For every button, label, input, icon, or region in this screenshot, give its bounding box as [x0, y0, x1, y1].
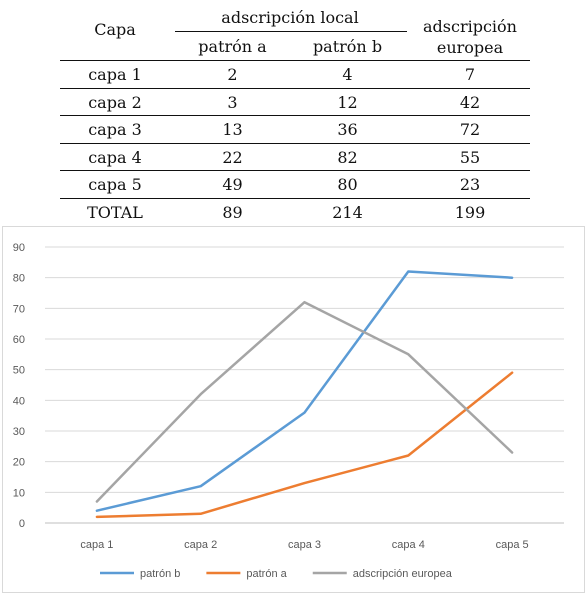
y-tick-label: 40: [13, 395, 25, 407]
series-line-patr-n-a: [95, 371, 514, 519]
cell-patron-b: 80: [337, 175, 358, 194]
cell-patron-a: 2: [227, 65, 238, 84]
header-bottom-rule: [60, 60, 530, 61]
line-chart: 0 10 20 30 40 50 60 70 80 90 capa 1 capa 2 capa 3 cap…: [2, 226, 585, 593]
series-line-patr-n-b: [95, 270, 514, 512]
row-label: capa 5: [88, 175, 142, 194]
row-rule: [60, 115, 530, 116]
row-label: capa 1: [88, 65, 142, 84]
cell-patron-b: 12: [337, 93, 358, 112]
cell-adscripcion-europea: 72: [459, 120, 481, 139]
cell-patron-b: 4: [342, 65, 353, 84]
y-tick-label: 80: [13, 273, 25, 285]
header-patron-a: patrón a: [198, 37, 267, 56]
row-rule: [60, 170, 530, 171]
y-tick-label: 70: [13, 303, 25, 315]
cell-patron-a: 13: [222, 120, 243, 139]
x-tick-label: capa 2: [184, 539, 217, 551]
row-label: capa 2: [88, 93, 142, 112]
total-adscripcion-europea: 199: [454, 203, 486, 222]
chart-canvas: 0 10 20 30 40 50 60 70 80 90 capa 1 capa 2 capa 3 cap…: [13, 242, 564, 580]
row-rule: [60, 88, 530, 89]
y-tick-label: 60: [13, 334, 25, 346]
cell-patron-a: 22: [222, 148, 243, 167]
header-group-rule: [175, 31, 407, 32]
cell-adscripcion-europea: 55: [459, 148, 481, 167]
cell-patron-a: 49: [222, 175, 243, 194]
row-label: capa 3: [88, 120, 142, 139]
total-patron-b: 214: [332, 203, 363, 222]
total-label: TOTAL: [87, 203, 143, 222]
y-tick-label: 10: [13, 487, 25, 499]
row-rule: [60, 198, 530, 199]
y-tick-label: 20: [13, 457, 25, 469]
cell-adscripcion-europea: 23: [459, 175, 481, 194]
header-capa: Capa: [94, 20, 136, 39]
data-table: Capa adscripción local patrón a patrón b…: [60, 0, 530, 225]
y-tick-label: 90: [13, 242, 25, 254]
row-rule: [60, 143, 530, 144]
header-adscripcion-local: adscripción local: [221, 8, 359, 27]
x-tick-label: capa 1: [80, 539, 113, 551]
cell-patron-b: 82: [337, 148, 358, 167]
header-adscripcion-europea-line2: europea: [436, 38, 504, 57]
cell-patron-b: 36: [337, 120, 358, 139]
y-tick-label: 0: [19, 518, 25, 530]
y-tick-label: 30: [13, 426, 25, 438]
header-patron-b: patrón b: [312, 37, 383, 56]
total-patron-a: 89: [222, 203, 243, 222]
header-adscripcion-europea-line1: adscripción: [423, 17, 517, 36]
cell-patron-a: 3: [227, 93, 238, 112]
cell-adscripcion-europea: 42: [459, 93, 481, 112]
cell-adscripcion-europea: 7: [464, 65, 476, 84]
x-tick-label: capa 5: [496, 539, 529, 551]
row-label: capa 4: [88, 148, 142, 167]
series-line-adscripci-n-europea: [95, 300, 514, 503]
legend-label: patrón a: [246, 568, 287, 580]
legend-label: patrón b: [140, 568, 180, 580]
x-tick-label: capa 3: [288, 539, 321, 551]
y-tick-label: 50: [13, 365, 25, 377]
legend-label: adscripción europea: [353, 568, 453, 580]
x-tick-label: capa 4: [392, 539, 425, 551]
